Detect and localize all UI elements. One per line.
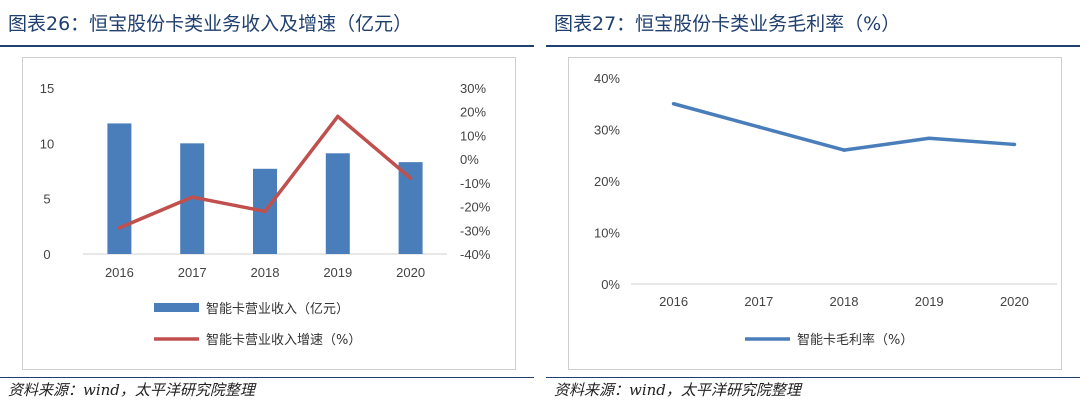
gross-margin-chart-svg: 0% 10% 20% 30% 40% 2016 2017 2018 2019 2020 智能卡毛利率… [594, 71, 1057, 348]
y-right-tick-label: 30% [460, 81, 486, 96]
x-tick-label: 2018 [830, 294, 859, 309]
y-tick-label: 0% [601, 277, 620, 292]
y-right-tick-label: -30% [460, 223, 491, 238]
y-left-tick-label: 15 [40, 81, 54, 96]
figure-26-panel: 图表26：恒宝股份卡类业务收入及增速（亿元） 0 5 10 15 -40% -30% -20… [0, 0, 534, 403]
x-tick-label: 2016 [105, 265, 134, 280]
legend-label-margin: 智能卡毛利率（%） [797, 332, 913, 348]
source-divider [0, 377, 534, 378]
growth-point [336, 114, 340, 119]
revenue-bar [325, 153, 350, 254]
y-left-tick-label: 5 [43, 192, 50, 207]
y-right-tick-label: 10% [460, 128, 486, 143]
gross-margin-point [927, 136, 931, 141]
y-tick-label: 20% [594, 174, 620, 189]
title-divider [546, 45, 1080, 47]
y-tick-label: 30% [594, 123, 620, 138]
x-tick-label: 2019 [915, 294, 944, 309]
gross-margin-point [1012, 142, 1017, 147]
y-tick-label: 40% [594, 71, 620, 86]
legend-swatch-revenue [154, 303, 199, 312]
revenue-bar [107, 123, 132, 254]
y-tick-label: 10% [594, 226, 620, 241]
revenue-growth-chart-svg: 0 5 10 15 -40% -30% -20% -10% 0% 10% 20% 30% 2016 201… [40, 81, 491, 348]
y-right-tick-label: 0% [460, 152, 479, 167]
figure-27-title: 图表27：恒宝股份卡类业务毛利率（%） [554, 13, 901, 35]
growth-point [190, 195, 194, 199]
legend-label-growth: 智能卡营业收入增速（%） [206, 333, 361, 348]
y-right-tick-label: -20% [460, 200, 491, 215]
y-left-tick-label: 10 [40, 136, 54, 151]
y-right-tick-label: -10% [460, 176, 491, 191]
source-note: 资料来源：wind，太平洋研究院整理 [554, 381, 801, 399]
y-left-tick-label: 0 [43, 247, 50, 262]
revenue-growth-chart: 0 5 10 15 -40% -30% -20% -10% 0% 10% 20% 30% 2016 201… [22, 57, 516, 370]
figure-27-panel: 图表27：恒宝股份卡类业务毛利率（%） 0% 10% 20% 30% 40% 2016 20… [546, 0, 1080, 403]
x-tick-label: 2020 [396, 265, 425, 280]
x-tick-label: 2020 [1000, 294, 1029, 309]
x-tick-label: 2017 [178, 265, 207, 280]
x-tick-label: 2017 [744, 294, 773, 309]
growth-point [117, 226, 122, 230]
source-note: 资料来源：wind，太平洋研究院整理 [8, 381, 255, 399]
x-tick-label: 2016 [659, 294, 688, 309]
title-divider [0, 45, 534, 47]
source-divider [546, 377, 1080, 378]
x-tick-label: 2019 [323, 265, 352, 280]
growth-point [408, 176, 413, 180]
gross-margin-point [842, 148, 846, 152]
gross-margin-point [671, 101, 676, 106]
growth-point [263, 209, 267, 214]
gross-margin-point [757, 125, 761, 129]
legend-label-revenue: 智能卡营业收入（亿元） [206, 302, 349, 317]
figure-26-title: 图表26：恒宝股份卡类业务收入及增速（亿元） [8, 13, 413, 35]
gross-margin-chart: 0% 10% 20% 30% 40% 2016 2017 2018 2019 2020 智能卡毛利率… [568, 57, 1062, 370]
y-right-tick-label: -40% [460, 247, 491, 262]
x-tick-label: 2018 [251, 265, 280, 280]
y-right-tick-label: 20% [460, 105, 486, 120]
gross-margin-line [673, 102, 1015, 152]
